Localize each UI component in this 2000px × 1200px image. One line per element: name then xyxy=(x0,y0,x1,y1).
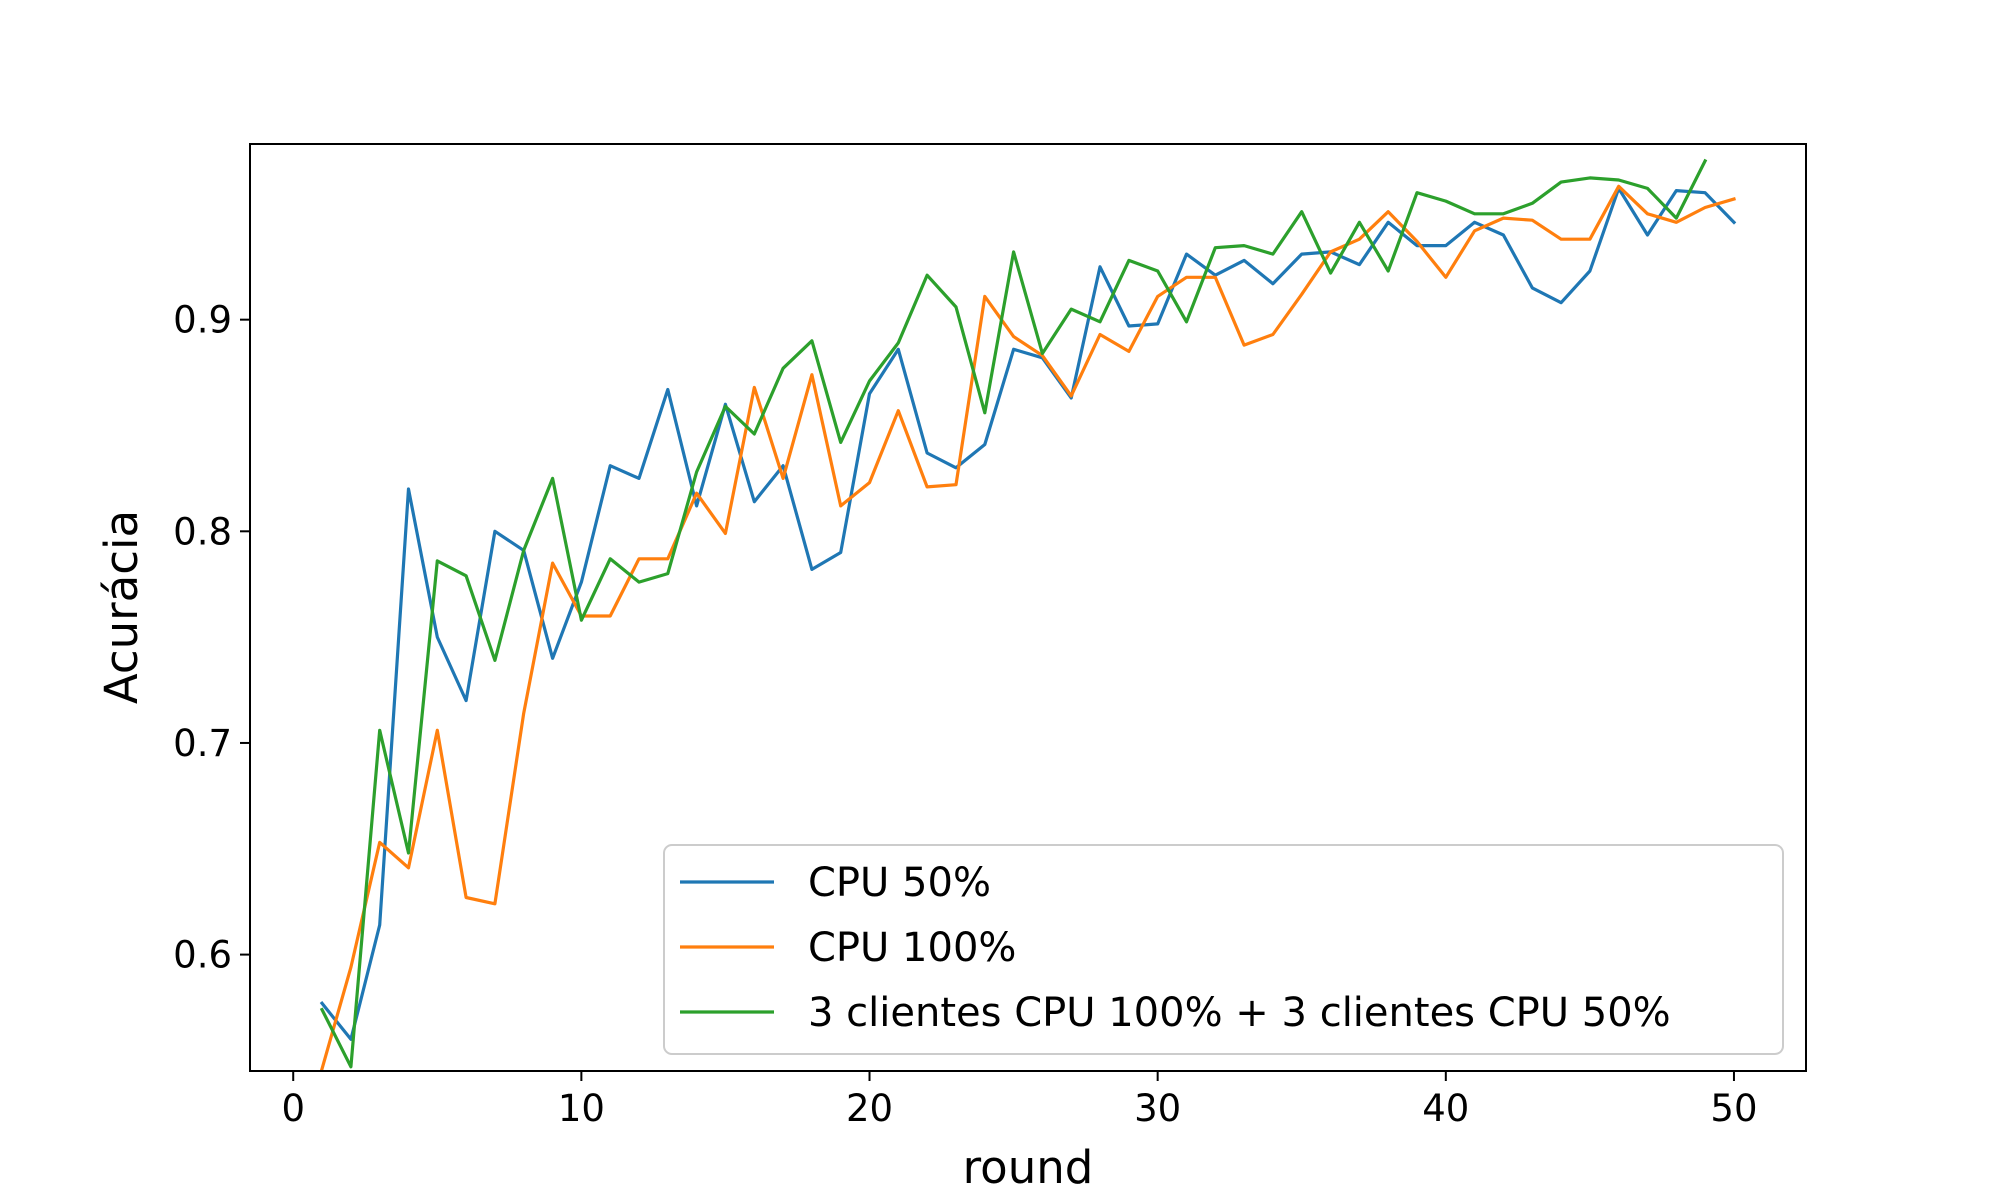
y-tick-label: 0.9 xyxy=(173,299,232,342)
y-axis-label: Acurácia xyxy=(95,510,148,704)
series-line-2 xyxy=(319,158,1708,1069)
series-layer xyxy=(319,158,1737,1071)
legend-label-0: CPU 50% xyxy=(808,860,991,906)
legend-label-2: 3 clientes CPU 100% + 3 clientes CPU 50% xyxy=(808,990,1671,1036)
x-axis-label: round xyxy=(963,1141,1094,1194)
x-tick-label: 10 xyxy=(558,1087,605,1130)
y-tick-label: 0.8 xyxy=(173,510,232,553)
x-axis: 0 10 20 30 40 50 xyxy=(281,1071,1758,1130)
x-tick-label: 20 xyxy=(846,1087,893,1130)
x-tick-label: 40 xyxy=(1422,1087,1469,1130)
series-line-1 xyxy=(320,184,1736,1071)
plot-area-frame xyxy=(249,143,1807,1072)
y-tick-label: 0.6 xyxy=(173,934,232,977)
legend-label-1: CPU 100% xyxy=(808,925,1016,971)
legend: CPU 50% CPU 100% 3 clientes CPU 100% + 3 c… xyxy=(663,844,1784,1055)
legend-box xyxy=(663,844,1784,1055)
x-tick-label: 30 xyxy=(1134,1087,1181,1130)
series-line-0 xyxy=(319,186,1737,1041)
y-axis: 0.6 0.7 0.8 0.9 xyxy=(173,299,250,977)
x-tick-label: 0 xyxy=(281,1087,305,1130)
y-tick-label: 0.7 xyxy=(173,722,232,765)
x-tick-label: 50 xyxy=(1710,1087,1757,1130)
